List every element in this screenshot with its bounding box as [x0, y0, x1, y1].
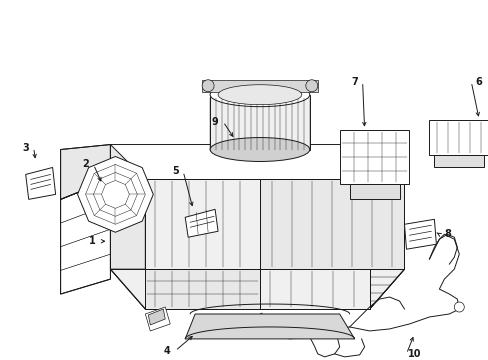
Text: 1: 1: [89, 236, 96, 246]
Text: 9: 9: [211, 117, 218, 127]
Polygon shape: [185, 314, 354, 339]
Polygon shape: [404, 219, 435, 249]
Text: 8: 8: [443, 229, 450, 239]
Polygon shape: [145, 269, 260, 309]
Polygon shape: [210, 95, 309, 149]
Circle shape: [202, 80, 214, 92]
Circle shape: [305, 80, 317, 92]
Text: 2: 2: [82, 159, 89, 170]
Polygon shape: [145, 307, 170, 331]
Polygon shape: [148, 309, 165, 325]
Polygon shape: [61, 144, 110, 199]
Polygon shape: [110, 269, 404, 309]
Polygon shape: [145, 179, 260, 269]
Polygon shape: [260, 179, 404, 269]
Circle shape: [453, 302, 463, 312]
Polygon shape: [145, 269, 404, 309]
Polygon shape: [202, 80, 317, 92]
Polygon shape: [26, 167, 56, 199]
Polygon shape: [428, 120, 488, 154]
Polygon shape: [78, 157, 153, 232]
Polygon shape: [145, 179, 404, 269]
Text: 5: 5: [171, 166, 178, 176]
Polygon shape: [260, 269, 369, 309]
Polygon shape: [110, 144, 145, 309]
Ellipse shape: [210, 83, 309, 107]
Ellipse shape: [210, 138, 309, 162]
Polygon shape: [61, 179, 110, 294]
Text: 3: 3: [22, 143, 29, 153]
Polygon shape: [369, 179, 404, 309]
Polygon shape: [349, 184, 399, 199]
Polygon shape: [433, 154, 483, 167]
Text: 10: 10: [407, 349, 420, 359]
Text: 4: 4: [163, 346, 170, 356]
Polygon shape: [249, 313, 264, 331]
Polygon shape: [185, 209, 218, 237]
Polygon shape: [339, 130, 408, 184]
Ellipse shape: [218, 85, 301, 105]
Text: 6: 6: [475, 77, 482, 87]
Text: 7: 7: [350, 77, 357, 87]
